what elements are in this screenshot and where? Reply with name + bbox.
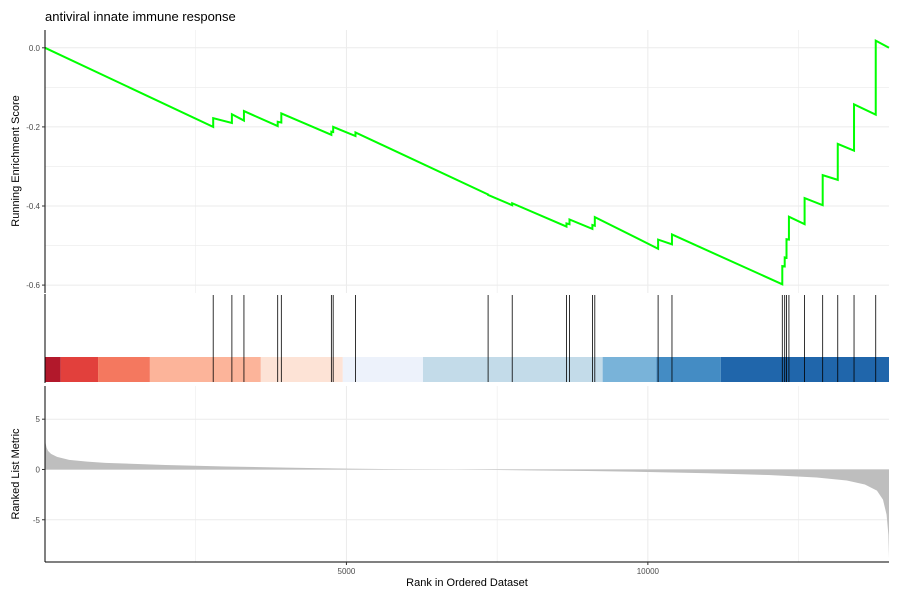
color-bar-segment <box>45 357 61 382</box>
ranked-metric-area <box>45 437 889 558</box>
data-layer <box>44 39 890 558</box>
color-bar-segment <box>422 357 603 382</box>
metric-y-tick-label: -5 <box>33 516 41 525</box>
color-bar-segment <box>149 357 261 382</box>
y-axis-label-ranked-metric: Ranked List Metric <box>10 428 22 520</box>
metric-y-tick-label: 0 <box>36 465 41 474</box>
es-y-tick-label: -0.2 <box>26 123 40 132</box>
color-bar-segment <box>342 357 423 382</box>
es-y-tick-label: -0.4 <box>26 202 40 211</box>
axes-layer: 0.0 -0.2 -0.4 -0.6 5 0 -5 5000 10000 <box>26 30 889 576</box>
x-tick-label: 5000 <box>338 567 356 576</box>
color-bar-segment <box>602 357 657 382</box>
running-es-line <box>44 39 890 286</box>
es-y-tick-label: -0.6 <box>26 281 40 290</box>
color-bar-segment <box>260 357 343 382</box>
x-axis-label: Rank in Ordered Dataset <box>406 577 528 589</box>
color-bar-segment <box>98 357 150 382</box>
es-y-tick-label: 0.0 <box>29 44 41 53</box>
color-bar-segment <box>656 357 721 382</box>
color-bar-segment <box>60 357 99 382</box>
x-tick-label: 10000 <box>637 567 660 576</box>
y-axis-label-running-es: Running Enrichment Score <box>10 95 22 226</box>
background-layer <box>45 30 889 562</box>
metric-y-tick-label: 5 <box>36 415 41 424</box>
plot-title: antiviral innate immune response <box>45 9 236 24</box>
